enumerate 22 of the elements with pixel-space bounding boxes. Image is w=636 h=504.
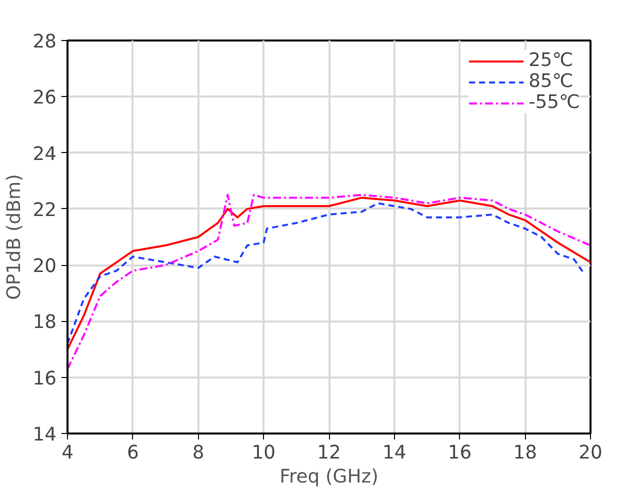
x-tick-label: 10 [252,442,276,464]
x-tick-label: 4 [62,442,74,464]
y-axis-title: OP1dB (dBm) [4,174,25,300]
y-tick-label: 14 [32,424,57,446]
y-tick-label: 18 [32,312,57,334]
x-tick-label: 14 [382,442,406,464]
x-tick-label: 8 [192,442,204,464]
x-axis-title: Freq (GHz) [280,466,378,488]
x-tick-label: 12 [317,442,341,464]
y-tick-label: 20 [32,256,57,278]
y-tick-label: 28 [32,32,57,52]
y-tick-label: 16 [32,368,57,390]
x-tick-label: 6 [126,442,139,464]
y-tick-label: 26 [32,88,57,109]
x-tick-label: 20 [578,442,602,464]
y-tick-label: 24 [32,144,57,165]
y-tick-label: 22 [32,200,57,221]
legend-label: -55℃ [528,92,580,113]
legend-label: 85℃ [528,71,574,92]
x-tick-label: 16 [448,442,472,464]
legend-label: 25℃ [528,50,574,71]
x-tick-label: 18 [513,442,538,464]
